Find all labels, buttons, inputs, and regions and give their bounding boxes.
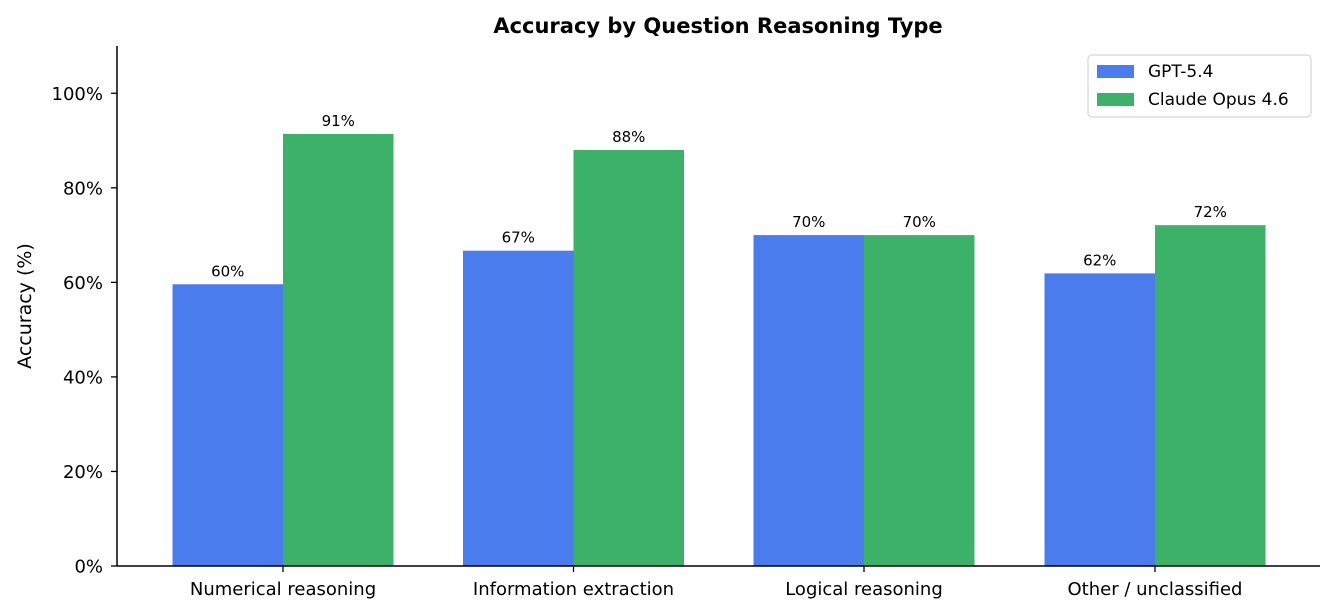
bar-claude-opus-4-6-other-unclassified	[1155, 225, 1266, 566]
x-tick-label-logical-reasoning: Logical reasoning	[785, 579, 943, 600]
data-label-claude-opus-4-6-numerical-reasoning: 91%	[322, 112, 355, 130]
legend-swatch-gpt-5-4	[1097, 65, 1134, 78]
x-tick-label-numerical-reasoning: Numerical reasoning	[190, 579, 376, 600]
legend-swatch-claude-opus-4-6	[1097, 93, 1134, 106]
y-tick-label: 0%	[74, 557, 103, 578]
data-label-claude-opus-4-6-other-unclassified: 72%	[1194, 203, 1227, 221]
bar-claude-opus-4-6-logical-reasoning	[864, 235, 975, 566]
bar-gpt-5-4-information-extraction	[463, 250, 574, 566]
y-tick-label: 40%	[63, 367, 103, 388]
y-tick-label: 60%	[63, 273, 103, 294]
axes-layer: 0% 20% 40% 60% 80% 100% Numerical reasoning Inf…	[52, 46, 1320, 600]
y-tick-label: 20%	[63, 462, 103, 483]
x-tick-label-other-unclassified: Other / unclassified	[1068, 579, 1243, 600]
data-label-gpt-5-4-information-extraction: 67%	[502, 229, 535, 247]
legend: GPT-5.4 Claude Opus 4.6	[1087, 54, 1312, 118]
legend-label-claude-opus-4-6: Claude Opus 4.6	[1148, 90, 1289, 110]
bar-gpt-5-4-logical-reasoning	[753, 235, 864, 566]
data-label-gpt-5-4-other-unclassified: 62%	[1083, 251, 1116, 269]
y-axis-label: Accuracy (%)	[14, 243, 36, 369]
legend-label-gpt-5-4: GPT-5.4	[1148, 62, 1213, 82]
data-label-gpt-5-4-logical-reasoning: 70%	[792, 213, 825, 231]
chart-title: Accuracy by Question Reasoning Type	[493, 14, 942, 38]
bar-claude-opus-4-6-information-extraction	[573, 150, 684, 566]
bar-claude-opus-4-6-numerical-reasoning	[283, 133, 394, 566]
bar-gpt-5-4-numerical-reasoning	[172, 284, 283, 566]
y-tick-label: 100%	[52, 84, 103, 105]
bars-layer	[172, 133, 1266, 566]
bar-gpt-5-4-other-unclassified	[1044, 273, 1155, 566]
data-label-claude-opus-4-6-logical-reasoning: 70%	[903, 213, 936, 231]
x-tick-label-information-extraction: Information extraction	[473, 579, 674, 600]
data-labels-layer: 60% 67% 70% 62% 91% 88% 70% 72%	[211, 112, 1227, 280]
legend-frame	[1087, 54, 1312, 118]
data-label-gpt-5-4-numerical-reasoning: 60%	[211, 262, 244, 280]
y-tick-label: 80%	[63, 178, 103, 199]
data-label-claude-opus-4-6-information-extraction: 88%	[612, 128, 645, 146]
